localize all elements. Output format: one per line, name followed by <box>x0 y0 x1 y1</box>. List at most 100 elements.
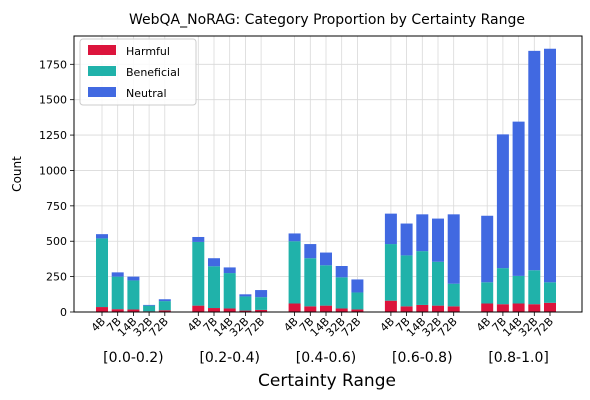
bar-harmful <box>255 309 268 312</box>
bar-beneficial <box>320 265 332 306</box>
bar-neutral <box>255 290 268 298</box>
bar-neutral <box>96 234 108 239</box>
bar-neutral <box>351 279 364 293</box>
bar-beneficial <box>447 283 460 307</box>
bar-beneficial <box>96 238 108 308</box>
bar-neutral <box>288 233 301 242</box>
bar-beneficial <box>544 282 556 303</box>
y-axis-label: Count <box>10 156 24 192</box>
bar-harmful <box>239 310 252 312</box>
legend-label-harmful: Harmful <box>126 45 170 58</box>
bar-harmful <box>192 305 205 312</box>
bar-neutral <box>239 294 252 297</box>
legend-swatch-beneficial <box>88 66 116 76</box>
bar-neutral <box>127 276 140 281</box>
x-tick-label: 72B <box>146 315 170 339</box>
bar-neutral <box>496 134 509 269</box>
bar-neutral <box>158 299 171 302</box>
x-tick-label: 72B <box>435 315 459 339</box>
bar-beneficial <box>384 244 397 301</box>
bar-harmful <box>127 309 140 312</box>
bar-neutral <box>143 304 156 306</box>
y-tick-label: 500 <box>46 235 67 248</box>
bar-harmful <box>158 310 171 312</box>
x-tick-label: 72B <box>243 315 267 339</box>
bar-beneficial <box>208 266 220 309</box>
bar-neutral <box>304 244 317 259</box>
bar-harmful <box>496 304 509 312</box>
bar-harmful <box>320 305 332 312</box>
legend-swatch-neutral <box>88 87 116 97</box>
bar-neutral <box>416 214 429 252</box>
chart-title: WebQA_NoRAG: Category Proportion by Cert… <box>129 12 525 28</box>
bar-neutral <box>192 236 205 242</box>
bar-beneficial <box>239 296 252 311</box>
bar-beneficial <box>512 275 525 304</box>
group-label: [0.8-1.0] <box>488 350 549 366</box>
x-tick-label: 72B <box>339 315 363 339</box>
bar-harmful <box>447 306 460 312</box>
bar-beneficial <box>127 280 140 310</box>
bar-harmful <box>384 300 397 312</box>
bar-beneficial <box>432 261 444 306</box>
bar-neutral <box>544 48 556 283</box>
bar-neutral <box>400 223 413 256</box>
bar-harmful <box>481 303 494 312</box>
bar-beneficial <box>255 297 268 310</box>
group-label: [0.2-0.4) <box>199 350 260 366</box>
bar-harmful <box>96 307 108 312</box>
bar-neutral <box>320 252 332 266</box>
y-tick-label: 1500 <box>39 94 67 107</box>
bar-beneficial <box>528 270 541 305</box>
bar-harmful <box>304 306 317 312</box>
bar-neutral <box>481 215 494 283</box>
bar-harmful <box>223 308 236 312</box>
bar-neutral <box>432 218 444 262</box>
y-tick-label: 250 <box>46 271 67 284</box>
bar-beneficial <box>143 305 156 312</box>
bar-harmful <box>544 302 556 312</box>
bar-beneficial <box>111 276 124 310</box>
bar-harmful <box>512 303 525 312</box>
bar-harmful <box>416 304 429 312</box>
legend-label-beneficial: Beneficial <box>126 66 180 79</box>
bar-harmful <box>528 304 541 312</box>
legend-swatch-harmful <box>88 45 116 55</box>
bars <box>96 48 556 312</box>
bar-beneficial <box>158 301 171 311</box>
x-axis-label: Certainty Range <box>258 371 396 391</box>
bar-neutral <box>335 266 348 278</box>
bar-neutral <box>223 267 236 274</box>
y-tick-label: 0 <box>60 306 67 319</box>
group-label: [0.6-0.8) <box>392 350 453 366</box>
bar-neutral <box>384 213 397 245</box>
group-label: [0.4-0.6) <box>296 350 357 366</box>
legend-label-neutral: Neutral <box>126 87 167 100</box>
bar-beneficial <box>416 251 429 305</box>
plot-frame <box>73 35 583 313</box>
bar-beneficial <box>351 292 364 310</box>
bar-harmful <box>351 309 364 312</box>
bar-neutral <box>111 272 124 277</box>
y-tick-label: 1250 <box>39 129 67 142</box>
bar-beneficial <box>400 255 413 307</box>
bar-neutral <box>512 121 525 276</box>
bar-neutral <box>528 50 541 271</box>
bar-beneficial <box>288 241 301 304</box>
bar-beneficial <box>192 241 205 306</box>
bar-beneficial <box>304 258 317 307</box>
bar-harmful <box>432 305 444 312</box>
bar-beneficial <box>481 282 494 304</box>
bar-beneficial <box>496 268 509 305</box>
bar-beneficial <box>335 277 348 309</box>
y-tick-label: 1000 <box>39 164 67 177</box>
bar-harmful <box>288 303 301 312</box>
bar-harmful <box>335 308 348 312</box>
bar-beneficial <box>223 273 236 309</box>
bar-harmful <box>111 309 124 312</box>
bar-harmful <box>400 306 413 312</box>
bar-neutral <box>208 258 220 267</box>
y-tick-label: 750 <box>46 200 67 213</box>
